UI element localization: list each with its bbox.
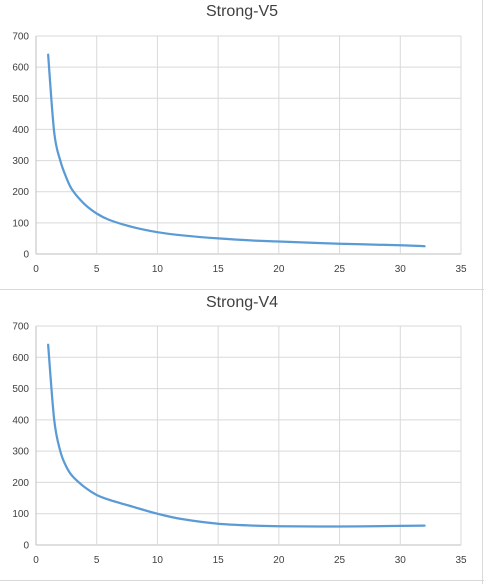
- chart-divider: [0, 289, 484, 290]
- y-tick-label: 200: [12, 478, 29, 489]
- x-tick-label: 20: [273, 555, 285, 566]
- x-tick-label: 10: [152, 264, 164, 275]
- x-tick-label: 10: [152, 555, 164, 566]
- x-tick-label: 25: [334, 555, 346, 566]
- x-tick-label: 20: [273, 264, 285, 275]
- x-tick-label: 0: [33, 264, 39, 275]
- chart-panel-strong-v4: Strong-V4 0 100 200 300 400 500 600 700 0 5 10 15 20…: [0, 291, 484, 582]
- series-line: [47, 53, 426, 248]
- y-tick-label: 600: [12, 353, 29, 364]
- panel-border: [482, 0, 483, 584]
- chart-plot-strong-v4: 0 100 200 300 400 500 600 700 0 5 10 15 20 25 30 35: [12, 322, 467, 567]
- y-tick-label: 0: [23, 250, 29, 261]
- y-tick-label: 300: [12, 447, 29, 458]
- chart-title: Strong-V4: [205, 294, 279, 311]
- y-tick-label: 300: [12, 156, 29, 167]
- y-tick-label: 200: [12, 187, 29, 198]
- y-tick-label: 500: [12, 384, 29, 395]
- y-tick-label: 700: [12, 322, 29, 333]
- x-tick-label: 35: [455, 555, 467, 566]
- series-line: [47, 343, 426, 528]
- chart-divider-bottom: [0, 580, 484, 581]
- x-tick-label: 0: [33, 555, 39, 566]
- y-tick-label: 400: [12, 125, 29, 136]
- chart-title: Strong-V5: [205, 3, 279, 20]
- x-tick-label: 35: [455, 264, 467, 275]
- y-tick-label: 0: [23, 541, 29, 552]
- y-tick-label: 100: [12, 509, 29, 520]
- chart-plot-strong-v5: 0 100 200 300 400 500 600 700 0 5 10 15 20 25 30 35: [12, 32, 467, 276]
- y-tick-label: 700: [12, 32, 29, 43]
- x-tick-label: 30: [395, 555, 407, 566]
- y-tick-label: 600: [12, 63, 29, 74]
- y-tick-label: 100: [12, 218, 29, 229]
- x-tick-label: 15: [213, 555, 225, 566]
- x-tick-label: 30: [395, 264, 407, 275]
- x-tick-label: 15: [213, 264, 225, 275]
- chart-panel-strong-v5: Strong-V5 0 100 200 300 400 500 600 700 0 5 10 15 20…: [0, 0, 484, 290]
- x-tick-label: 5: [94, 264, 100, 275]
- y-tick-label: 500: [12, 94, 29, 105]
- y-tick-label: 400: [12, 415, 29, 426]
- x-tick-label: 5: [94, 555, 100, 566]
- x-tick-label: 25: [334, 264, 346, 275]
